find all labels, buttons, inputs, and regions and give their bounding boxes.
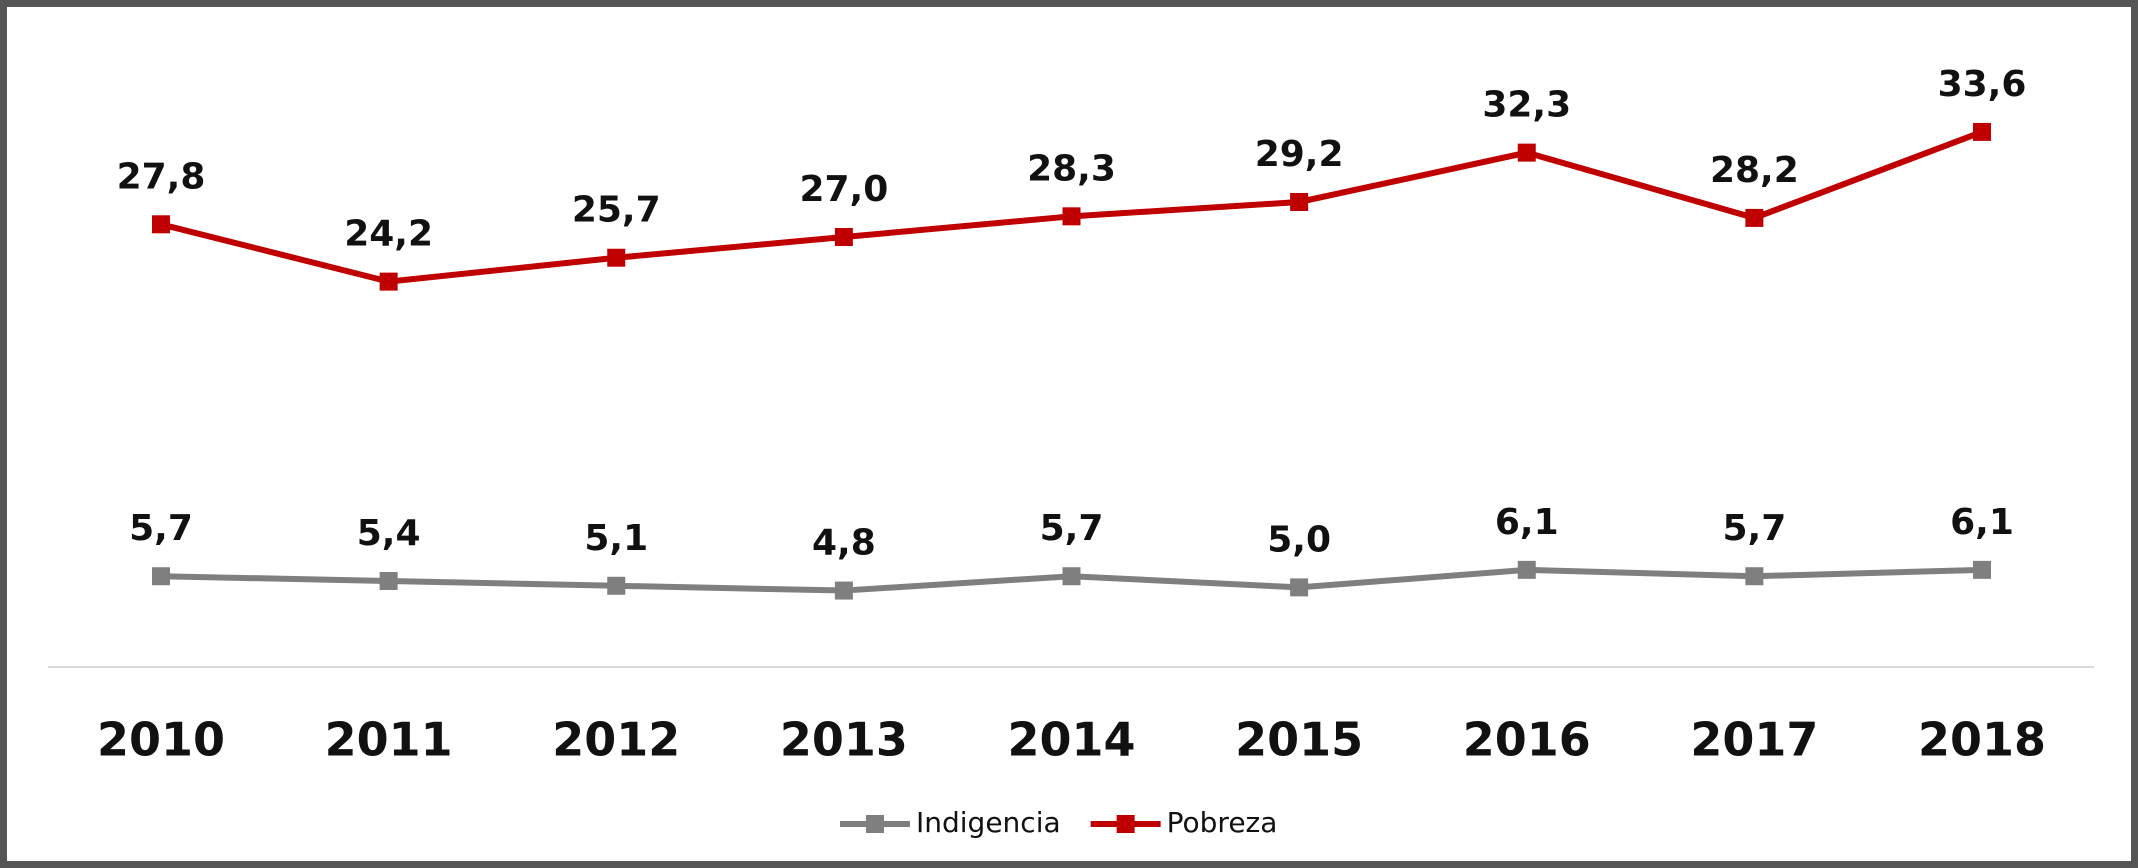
value-label: 28,3 — [1027, 148, 1116, 189]
legend-label: Pobreza — [1167, 806, 1278, 839]
x-tick-label: 2016 — [1463, 713, 1591, 767]
value-label: 6,1 — [1495, 502, 1559, 543]
value-label: 4,8 — [812, 523, 876, 564]
x-tick-label: 2012 — [552, 713, 680, 767]
point-marker — [1745, 208, 1764, 227]
point-marker — [834, 228, 853, 247]
value-label: 32,3 — [1482, 85, 1571, 126]
point-marker — [607, 248, 626, 267]
x-tick-label: 2011 — [325, 713, 453, 767]
value-label: 5,7 — [1722, 508, 1786, 549]
legend-marker — [1116, 815, 1135, 833]
value-label: 5,7 — [129, 508, 193, 549]
value-label: 27,0 — [799, 169, 888, 210]
point-marker — [1973, 560, 1991, 579]
x-tick-label: 2018 — [1918, 713, 2046, 767]
x-tick-label: 2017 — [1690, 713, 1818, 767]
value-label: 5,4 — [357, 513, 421, 554]
point-marker — [152, 215, 170, 234]
point-marker — [1517, 143, 1536, 162]
point-marker — [1290, 578, 1309, 597]
value-label: 5,1 — [584, 518, 648, 559]
value-label: 5,7 — [1040, 508, 1104, 549]
value-label: 6,1 — [1950, 502, 2014, 543]
value-label: 27,8 — [117, 156, 206, 197]
point-marker — [607, 576, 626, 595]
value-label: 25,7 — [572, 190, 661, 231]
value-label: 33,6 — [1938, 64, 2027, 105]
value-label: 24,2 — [344, 214, 433, 255]
x-tick-label: 2010 — [97, 713, 225, 767]
point-marker — [379, 272, 398, 291]
legend-marker — [866, 815, 884, 833]
point-marker — [1973, 122, 1991, 141]
point-marker — [834, 581, 853, 600]
value-label: 5,0 — [1267, 519, 1331, 560]
value-label: 28,2 — [1710, 150, 1799, 191]
x-tick-label: 2015 — [1235, 713, 1363, 767]
point-marker — [1062, 207, 1081, 226]
point-marker — [152, 567, 170, 586]
point-marker — [1517, 560, 1536, 579]
x-tick-label: 2013 — [780, 713, 908, 767]
point-marker — [1062, 567, 1081, 586]
legend-label: Indigencia — [916, 806, 1061, 839]
value-label: 29,2 — [1255, 134, 1344, 175]
point-marker — [379, 572, 398, 591]
point-marker — [1290, 192, 1309, 211]
x-tick-label: 2014 — [1007, 713, 1135, 767]
point-marker — [1745, 567, 1764, 586]
